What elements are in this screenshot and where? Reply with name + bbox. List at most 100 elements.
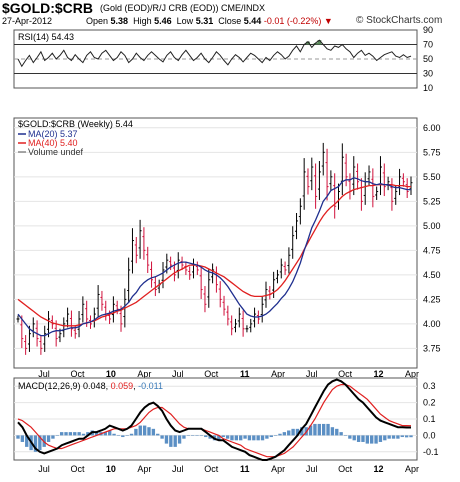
price-tick-label: 5.50	[423, 172, 441, 182]
macd-tick-label: 0.2	[423, 398, 436, 408]
macd-histogram-bar	[269, 435, 273, 438]
rsi-tick-label: 30	[423, 69, 433, 79]
x-axis-label: Jul	[38, 464, 50, 474]
macd-histogram-bar	[147, 427, 151, 436]
macd-histogram-bar	[273, 435, 278, 436]
price-tick-label: 4.25	[423, 294, 441, 304]
change-value: -0.01 (-0.22%)	[263, 16, 322, 26]
macd-histogram-bar	[282, 432, 287, 436]
rsi-tick-label: 50	[423, 54, 433, 64]
macd-histogram-bar	[134, 428, 138, 436]
macd-histogram-bar	[300, 427, 304, 436]
macd-tick-label: 0.1	[423, 414, 436, 424]
macd-histogram-bar	[20, 435, 25, 442]
macd-histogram-bar	[16, 435, 20, 439]
macd-histogram-bar	[94, 432, 99, 436]
price-tick-label: 5.75	[423, 147, 441, 157]
macd-histogram-bar	[352, 435, 356, 441]
macd-histogram-bar	[348, 435, 352, 439]
x-axis-label: Apr	[271, 369, 285, 379]
macd-histogram-bar	[374, 435, 378, 444]
price-tick-label: 4.50	[423, 270, 441, 280]
macd-histogram-bar	[151, 428, 156, 436]
open-value: 5.38	[110, 16, 129, 26]
x-axis-label: Apr	[137, 369, 151, 379]
macd-histogram-bar	[112, 433, 116, 436]
macd-histogram-bar	[121, 435, 125, 438]
x-axis-label: Jul	[172, 464, 184, 474]
x-axis-label: 11	[240, 464, 250, 474]
legend-entry: Volume undef	[28, 147, 84, 157]
macd-histogram-bar	[173, 435, 177, 447]
macd-histogram-bar	[182, 435, 186, 439]
macd-histogram-bar	[186, 435, 190, 436]
macd-hist-value: -0.011	[138, 381, 163, 391]
macd-histogram-bar	[356, 435, 361, 442]
macd-histogram-bar	[404, 435, 409, 438]
x-axis-label: Apr	[405, 369, 419, 379]
macd-histogram-bar	[156, 433, 160, 436]
stockcharts-credit[interactable]: © StockCharts.com	[356, 15, 443, 26]
macd-histogram-bar	[256, 435, 260, 441]
macd-histogram-bar	[383, 435, 387, 441]
macd-histogram-bar	[326, 423, 330, 436]
low-label: Low	[176, 16, 194, 26]
macd-histogram-bar	[81, 433, 86, 436]
macd-histogram-bar	[46, 435, 51, 442]
rsi-label: RSI(14) 54.43	[18, 32, 74, 42]
x-axis-label: Jul	[306, 369, 318, 379]
macd-signal-value: 0.059	[111, 381, 134, 391]
rsi-panel: 90 70 50 30 10 RSI(14) 54.43	[13, 25, 433, 93]
macd-histogram-bar	[169, 435, 173, 447]
rsi-tick-label: 70	[423, 40, 433, 50]
macd-value: 0.048	[83, 381, 106, 391]
high-label: High	[133, 16, 152, 26]
macd-histogram-bar	[287, 430, 291, 436]
price-panel: 6.00 5.75 5.50 5.25 5.00 4.75 4.50 4.25 4.00 3.75…	[13, 117, 441, 369]
macd-histogram-bar	[73, 432, 77, 436]
x-axis-label: Oct	[70, 369, 85, 379]
macd-histogram-bar	[103, 432, 108, 436]
macd-histogram-bar	[33, 435, 38, 452]
open-label: Open	[86, 16, 109, 26]
price-frame	[13, 117, 418, 369]
macd-panel: 0.3 0.2 0.1 0.0 -0.1 MACD(12,26,9) 0.048, 0.…	[13, 377, 439, 461]
macd-tick-label: -0.1	[423, 447, 439, 457]
rsi-tick-label: 90	[423, 25, 433, 35]
macd-histogram-bar	[38, 435, 42, 451]
macd-histogram-bar	[199, 435, 204, 436]
x-axis-label: Oct	[204, 369, 219, 379]
close-value: 5.44	[243, 16, 262, 26]
x-axis-label: Jul	[306, 464, 318, 474]
macd-histogram-bar	[164, 435, 169, 444]
chart-description: (Gold (EOD)/R/J CRB (EOD)) CME/INDX	[100, 3, 266, 13]
x-axis-label: 12	[374, 464, 384, 474]
macd-histogram-bar	[391, 435, 396, 439]
macd-histogram-bar	[343, 435, 348, 436]
macd-label: MACD(12,26,9) 0.048, 0.059, -0.011	[18, 381, 163, 391]
macd-histogram-bar	[177, 435, 182, 444]
x-axis-label: Oct	[204, 464, 219, 474]
rsi-tick-label: 10	[423, 83, 433, 93]
price-tick-label: 5.00	[423, 221, 441, 231]
macd-histogram-bar	[400, 435, 404, 438]
price-tick-label: 5.25	[423, 196, 441, 206]
macd-histogram-bar	[252, 435, 256, 441]
macd-histogram-bar	[247, 435, 252, 441]
x-axis-label: Apr	[405, 464, 419, 474]
macd-line	[17, 378, 411, 461]
legend-entry: MA(40) 5.40	[28, 138, 78, 148]
macd-histogram-bar	[313, 423, 317, 436]
macd-histogram-bar	[142, 425, 147, 436]
macd-histogram-bar	[86, 432, 90, 436]
x-axis-label: Apr	[137, 464, 151, 474]
macd-histogram-bar	[160, 435, 164, 439]
macd-histogram-bar	[190, 435, 195, 436]
macd-histogram-bar	[55, 435, 59, 436]
quote-date: 27-Apr-2012	[2, 16, 53, 26]
price-tick-label: 4.00	[423, 319, 441, 329]
price-tick-label: 3.75	[423, 343, 441, 353]
macd-histogram-bar	[396, 435, 400, 439]
macd-histogram-bar	[116, 435, 121, 436]
macd-histogram-bar	[378, 435, 383, 442]
